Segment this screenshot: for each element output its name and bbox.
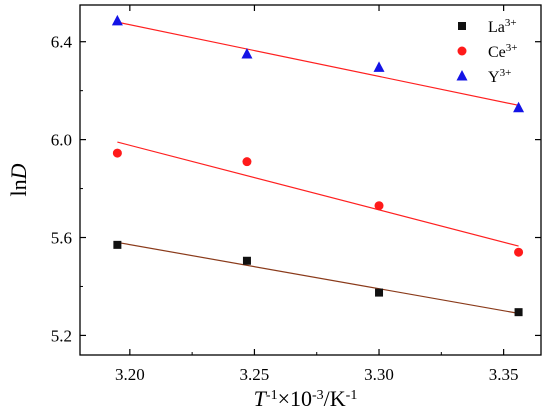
point-y (111, 14, 123, 26)
y-axis-label-italic: D (6, 163, 31, 180)
legend-label-ce: Ce3+ (488, 42, 518, 61)
legend-marker-la (458, 22, 466, 30)
y-tick-label: 6.0 (51, 131, 72, 150)
fit-line-ce (117, 141, 519, 247)
axis-ticks: 3.20 3.25 3.30 3.35 5.2 5.6 6.0 6.4 (51, 5, 541, 384)
point-ce (514, 247, 524, 257)
x-axis-label-unit: /K (324, 386, 346, 411)
fit-line-la (117, 241, 519, 314)
legend-marker-ce (457, 46, 467, 56)
legend-label-y: Y3+ (488, 67, 511, 86)
x-axis-label-sup1: -1 (266, 388, 278, 403)
fit-line-y (117, 21, 519, 106)
y-axis-label-prefix: ln (6, 179, 31, 196)
x-axis-label: T-1×10-3/K-1 (254, 386, 358, 411)
x-axis-label-mid: ×10 (278, 386, 312, 411)
point-ce (374, 201, 384, 211)
point-la (375, 288, 384, 297)
x-axis-label-sup2: -3 (312, 388, 324, 403)
point-la (514, 308, 523, 317)
point-ce (242, 157, 252, 167)
x-axis-label-main: T (254, 386, 268, 411)
point-ce (112, 148, 122, 158)
x-axis-label-sup3: -1 (346, 388, 358, 403)
fit-lines (117, 21, 519, 314)
x-tick-label: 3.35 (489, 365, 519, 384)
data-points (111, 14, 525, 317)
y-tick-label: 5.2 (51, 326, 72, 345)
point-la (242, 256, 251, 265)
x-tick-label: 3.30 (364, 365, 394, 384)
point-y (373, 61, 385, 72)
legend-label-la: La3+ (488, 17, 517, 36)
legend-marker-y (456, 70, 468, 81)
x-tick-label: 3.25 (240, 365, 270, 384)
plot-frame (79, 4, 542, 356)
point-y (513, 101, 525, 113)
legend: La3+ Ce3+ Y3+ (456, 17, 518, 86)
point-y (241, 47, 253, 59)
y-tick-label: 6.4 (51, 33, 73, 52)
y-tick-label: 5.6 (51, 229, 72, 248)
point-la (113, 240, 122, 249)
x-tick-label: 3.20 (115, 365, 145, 384)
y-axis-label: lnD (6, 163, 31, 196)
